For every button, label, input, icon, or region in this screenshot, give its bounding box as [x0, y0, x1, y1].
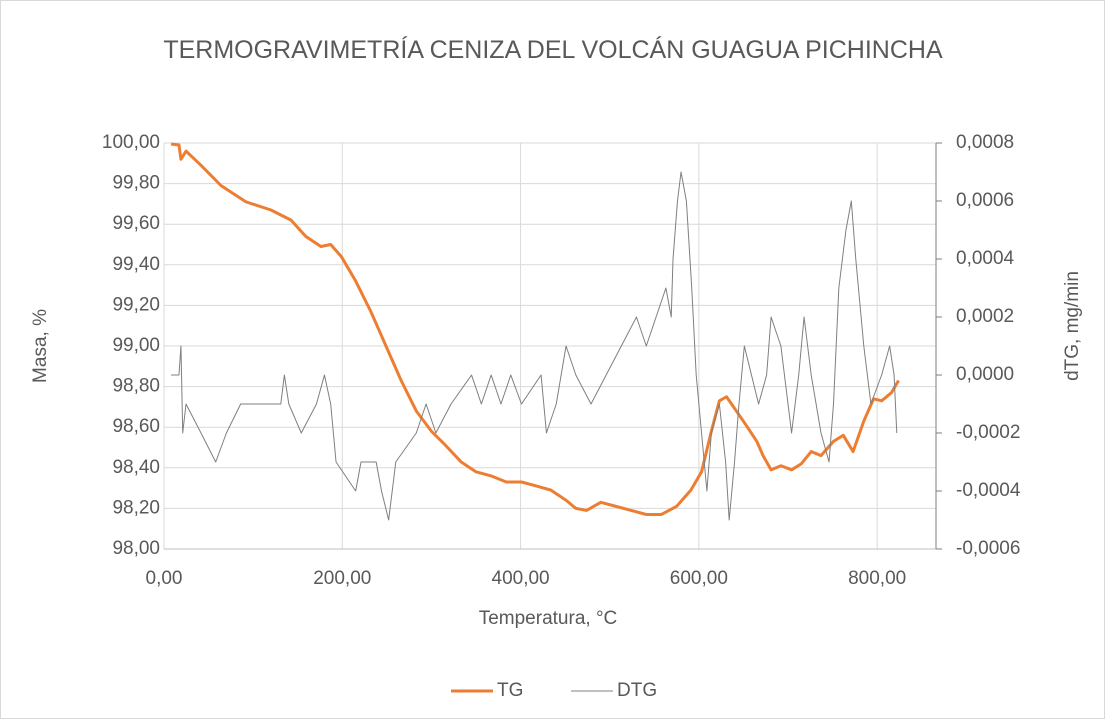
y-tick-label: 99,20 — [112, 294, 160, 315]
y-tick-label: 99,80 — [112, 173, 160, 194]
x-axis-label: Temperatura, °C — [479, 608, 618, 629]
y-tick-label: 98,40 — [112, 457, 160, 478]
series-line — [171, 171, 898, 521]
y-tick-label: 98,80 — [112, 376, 160, 397]
y2-tick-label: -0,0006 — [956, 538, 1020, 559]
x-tick-label: 800,00 — [848, 568, 906, 589]
y2-tick-label: 0,0000 — [956, 364, 1014, 385]
y-tick-label: 99,60 — [112, 213, 160, 234]
y2-tick-label: 0,0006 — [956, 190, 1014, 211]
x-tick-label: 400,00 — [492, 568, 550, 589]
chart-title: TERMOGRAVIMETRÍA CENIZA DEL VOLCÁN GUAGU… — [163, 36, 943, 64]
y2-tick-label: 0,0008 — [956, 132, 1014, 153]
y-tick-label: 98,20 — [112, 497, 160, 518]
legend-label: TG — [497, 680, 523, 701]
legend-label: DTG — [617, 680, 657, 701]
x-tick-label: 200,00 — [313, 568, 371, 589]
y-tick-label: 100,00 — [102, 132, 160, 153]
y-axis-label: Masa, % — [30, 309, 51, 383]
y2-axis-label: dTG, mg/min — [1062, 271, 1083, 381]
y2-tick-label: 0,0002 — [956, 306, 1014, 327]
y2-tick-label: -0,0002 — [956, 422, 1020, 443]
y2-tick-label: 0,0004 — [956, 248, 1015, 269]
y2-tick-label: -0,0004 — [956, 480, 1021, 501]
y-tick-label: 99,40 — [112, 254, 160, 275]
x-tick-label: 0,00 — [146, 568, 183, 589]
y-tick-label: 99,00 — [112, 335, 160, 356]
y-tick-label: 98,00 — [112, 538, 160, 559]
x-tick-label: 600,00 — [670, 568, 728, 589]
series-line — [170, 142, 900, 516]
y-tick-label: 98,60 — [112, 416, 160, 437]
